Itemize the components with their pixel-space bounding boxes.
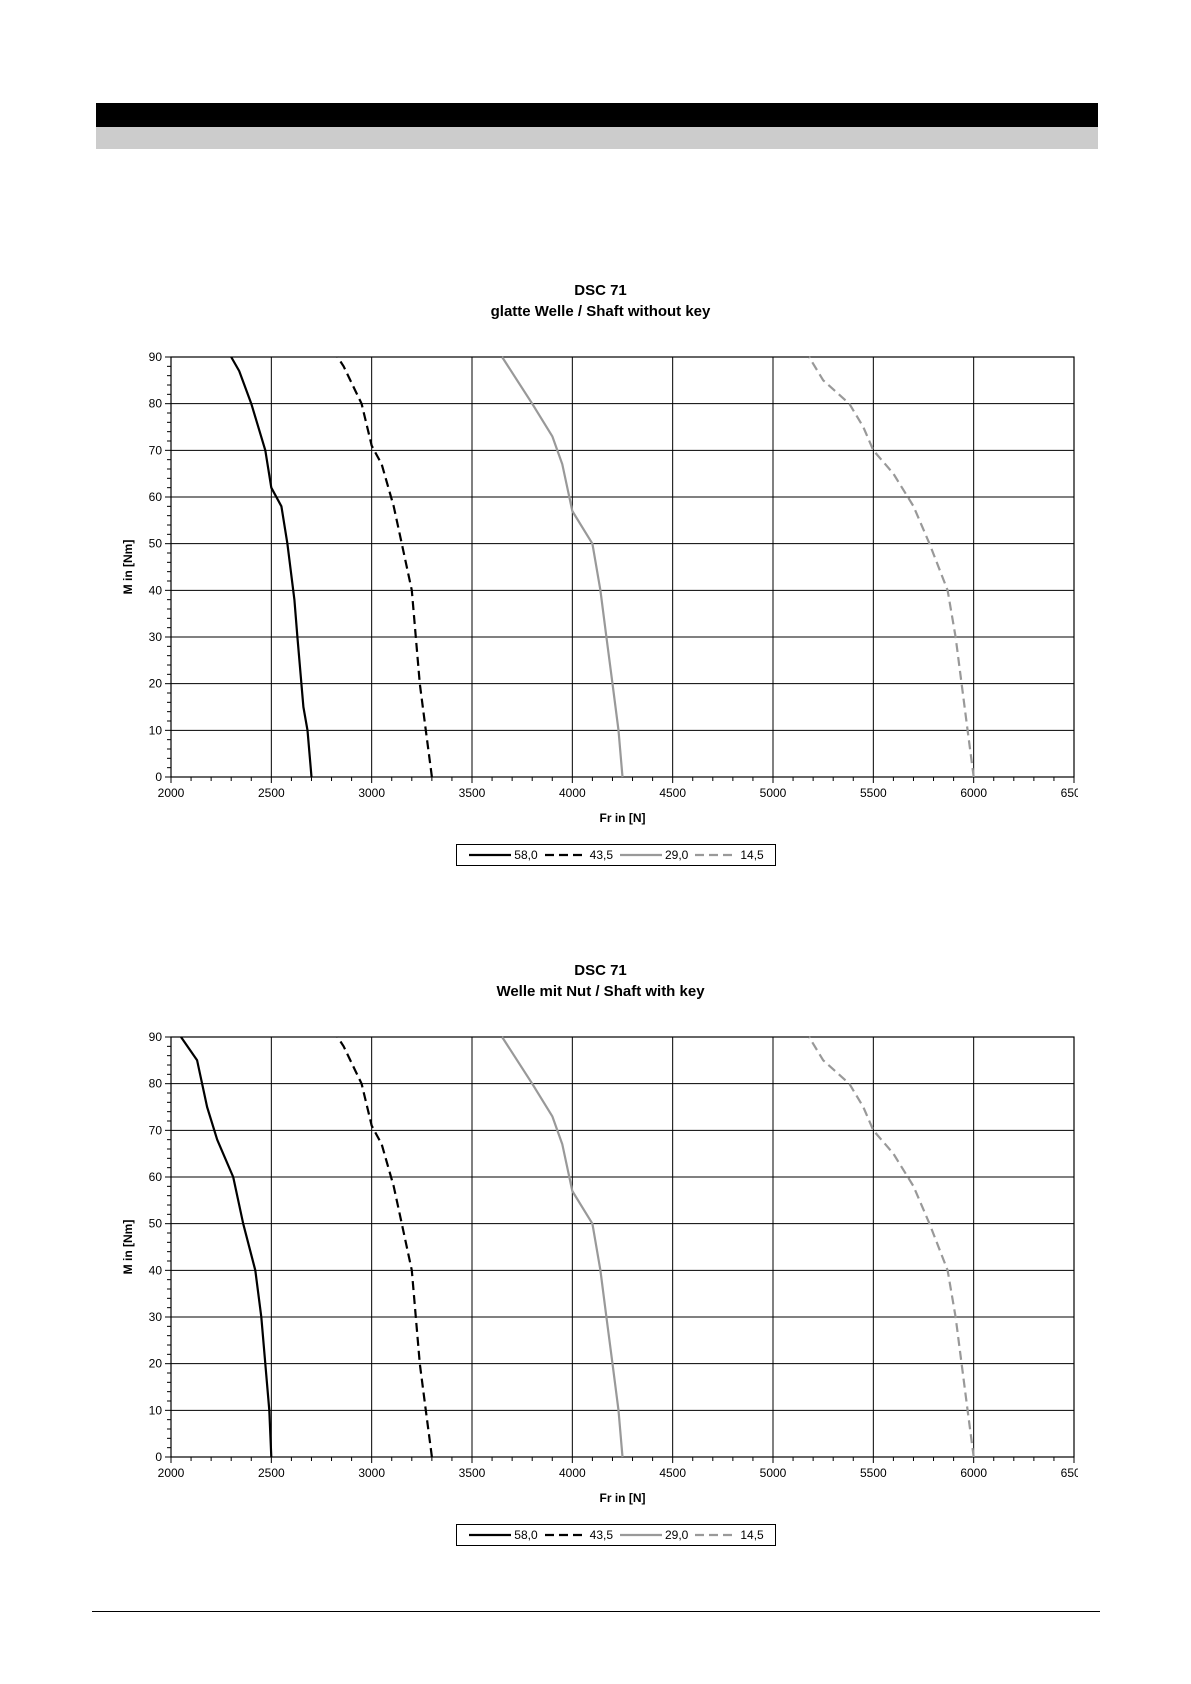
series-line-0 (180, 1036, 273, 1458)
legend-label: 43,5 (589, 1528, 613, 1542)
legend-item: 43,5 (544, 1528, 613, 1542)
chart-title: DSC 71 Welle mit Nut / Shaft with key (118, 960, 1083, 1002)
legend-swatch (544, 853, 587, 857)
legend-swatch (620, 1533, 662, 1537)
x-tick-label: 2000 (158, 786, 185, 800)
y-tick-label: 70 (149, 1123, 163, 1137)
x-axis-label: Fr in [N] (600, 811, 646, 825)
chart-plot: 2000 2500 3000 3500 4000 4500 5000 5500 6000 650 0… (121, 350, 1078, 825)
y-tick-label: 80 (149, 1077, 163, 1091)
x-tick-label: 2500 (258, 1466, 285, 1480)
legend-label: 58,0 (514, 848, 538, 862)
x-axis-label: Fr in [N] (600, 1491, 646, 1505)
x-tick-label: 5500 (860, 1466, 887, 1480)
x-tick-label: 3500 (459, 786, 486, 800)
chart-title-main: DSC 71 (574, 282, 627, 299)
chart-subtitle: glatte Welle / Shaft without key (490, 303, 711, 320)
x-tick-label: 4000 (559, 1466, 586, 1480)
y-tick-label: 60 (149, 490, 163, 504)
chart-legend: 58,0 43,5 29,0 14,5 (456, 1524, 776, 1546)
y-tick-label: 50 (149, 1217, 163, 1231)
x-tick-label: 4500 (659, 786, 686, 800)
x-tick-label: 3500 (459, 1466, 486, 1480)
legend-item: 29,0 (619, 848, 688, 862)
legend-item: 58,0 (468, 1528, 538, 1542)
legend-label: 14,5 (740, 848, 764, 862)
y-tick-label: 80 (149, 397, 163, 411)
legend-label: 14,5 (740, 1528, 764, 1542)
y-tick-label: 0 (155, 770, 162, 784)
series-line-0 (230, 356, 313, 778)
legend-swatch (469, 853, 512, 857)
legend-item: 43,5 (544, 848, 613, 862)
chart-title-main: DSC 71 (574, 962, 627, 979)
legend-item: 14,5 (694, 1528, 764, 1542)
y-tick-label: 20 (149, 677, 163, 691)
legend-item: 14,5 (694, 848, 764, 862)
footer-rule (92, 1611, 1100, 1612)
chart-subtitle: Welle mit Nut / Shaft with key (496, 983, 705, 1000)
x-tick-label: 3000 (358, 786, 385, 800)
y-tick-label: 30 (149, 630, 163, 644)
series-line-1 (336, 1036, 433, 1458)
legend-label: 29,0 (665, 848, 689, 862)
x-tick-label: 2500 (258, 786, 285, 800)
legend-swatch (695, 1533, 738, 1537)
y-tick-label: 70 (149, 443, 163, 457)
legend-swatch (469, 1533, 512, 1537)
y-tick-label: 90 (149, 1030, 163, 1044)
x-tick-label: 5000 (760, 786, 787, 800)
series-line-1 (336, 356, 433, 778)
chart-title: DSC 71 glatte Welle / Shaft without key (118, 280, 1083, 322)
x-tick-label: 6000 (960, 1466, 987, 1480)
legend-swatch (620, 853, 662, 857)
legend-label: 29,0 (665, 1528, 689, 1542)
x-tick-label: 4000 (559, 786, 586, 800)
y-tick-label: 90 (149, 350, 163, 364)
chart-shaft-with-key: DSC 71 Welle mit Nut / Shaft with key 20… (118, 952, 1078, 1572)
y-tick-label: 10 (149, 723, 163, 737)
y-tick-label: 20 (149, 1357, 163, 1371)
x-tick-label: 3000 (358, 1466, 385, 1480)
x-tick-label: 6000 (960, 786, 987, 800)
series-line-3 (808, 356, 975, 778)
y-axis-label: M in [Nm] (121, 540, 135, 595)
y-tick-label: 50 (149, 537, 163, 551)
legend-swatch (544, 1533, 587, 1537)
legend-label: 43,5 (589, 848, 613, 862)
y-tick-label: 0 (155, 1450, 162, 1464)
x-tick-label: 5500 (860, 786, 887, 800)
y-tick-label: 60 (149, 1170, 163, 1184)
y-tick-label: 10 (149, 1403, 163, 1417)
y-tick-label: 40 (149, 1263, 163, 1277)
legend-label: 58,0 (514, 1528, 538, 1542)
header-subbar (96, 127, 1098, 149)
legend-item: 58,0 (468, 848, 538, 862)
y-tick-label: 30 (149, 1310, 163, 1324)
x-tick-label: 2000 (158, 1466, 185, 1480)
chart-shaft-without-key: DSC 71 glatte Welle / Shaft without key … (118, 272, 1078, 892)
y-axis-label: M in [Nm] (121, 1220, 135, 1275)
series-line-2 (501, 1036, 624, 1458)
legend-swatch (695, 853, 738, 857)
x-tick-label: 5000 (760, 1466, 787, 1480)
chart-plot: 2000 2500 3000 3500 4000 4500 5000 5500 6000 650 0… (121, 1030, 1078, 1505)
chart-legend: 58,0 43,5 29,0 14,5 (456, 844, 776, 866)
legend-item: 29,0 (619, 1528, 688, 1542)
y-tick-label: 40 (149, 583, 163, 597)
x-tick-label: 4500 (659, 1466, 686, 1480)
series-line-3 (808, 1036, 975, 1458)
series-line-2 (501, 356, 624, 778)
header-bar (96, 103, 1098, 127)
